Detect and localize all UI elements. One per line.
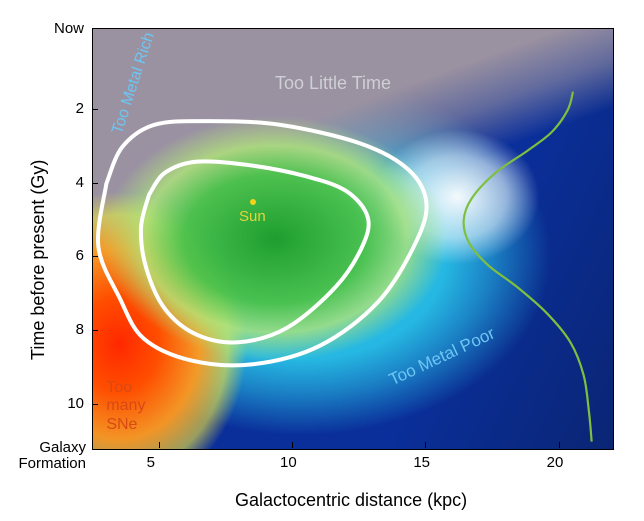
y-tick-label: 6 <box>54 247 84 264</box>
y-tick-mark <box>92 256 98 257</box>
y-tick-label: 4 <box>54 174 84 191</box>
x-tick-label: 20 <box>547 454 564 471</box>
x-tick-mark <box>292 442 293 448</box>
label-too-many-sne: Too many SNe <box>106 379 145 434</box>
plot-area: Sun Too Little Time Too Metal Rich Too M… <box>92 28 614 450</box>
x-tick-label: 5 <box>147 454 155 471</box>
y-tick-label: 10 <box>54 395 84 412</box>
x-tick-label: 10 <box>280 454 297 471</box>
right-green-curve <box>464 92 592 442</box>
y-tick-label: 2 <box>54 100 84 117</box>
contour-outer <box>98 121 427 365</box>
y-axis-label: Time before present (Gy) <box>28 160 49 360</box>
y-tick-mark <box>92 109 98 110</box>
x-tick-label: 15 <box>413 454 430 471</box>
y-top-label: Now <box>44 20 84 37</box>
label-too-little-time: Too Little Time <box>275 73 391 94</box>
x-tick-mark <box>159 442 160 448</box>
y-tick-mark <box>92 183 98 184</box>
x-tick-mark <box>425 442 426 448</box>
y-tick-mark <box>92 330 98 331</box>
ghz-chart: Time before present (Gy) Galactocentric … <box>0 0 644 521</box>
y-bottom-label: Galaxy Formation <box>6 440 86 472</box>
contour-inner <box>141 161 369 342</box>
y-tick-label: 8 <box>54 321 84 338</box>
x-tick-mark <box>559 442 560 448</box>
x-axis-label: Galactocentric distance (kpc) <box>235 490 467 511</box>
sun-label: Sun <box>239 208 266 225</box>
y-tick-mark <box>92 404 98 405</box>
